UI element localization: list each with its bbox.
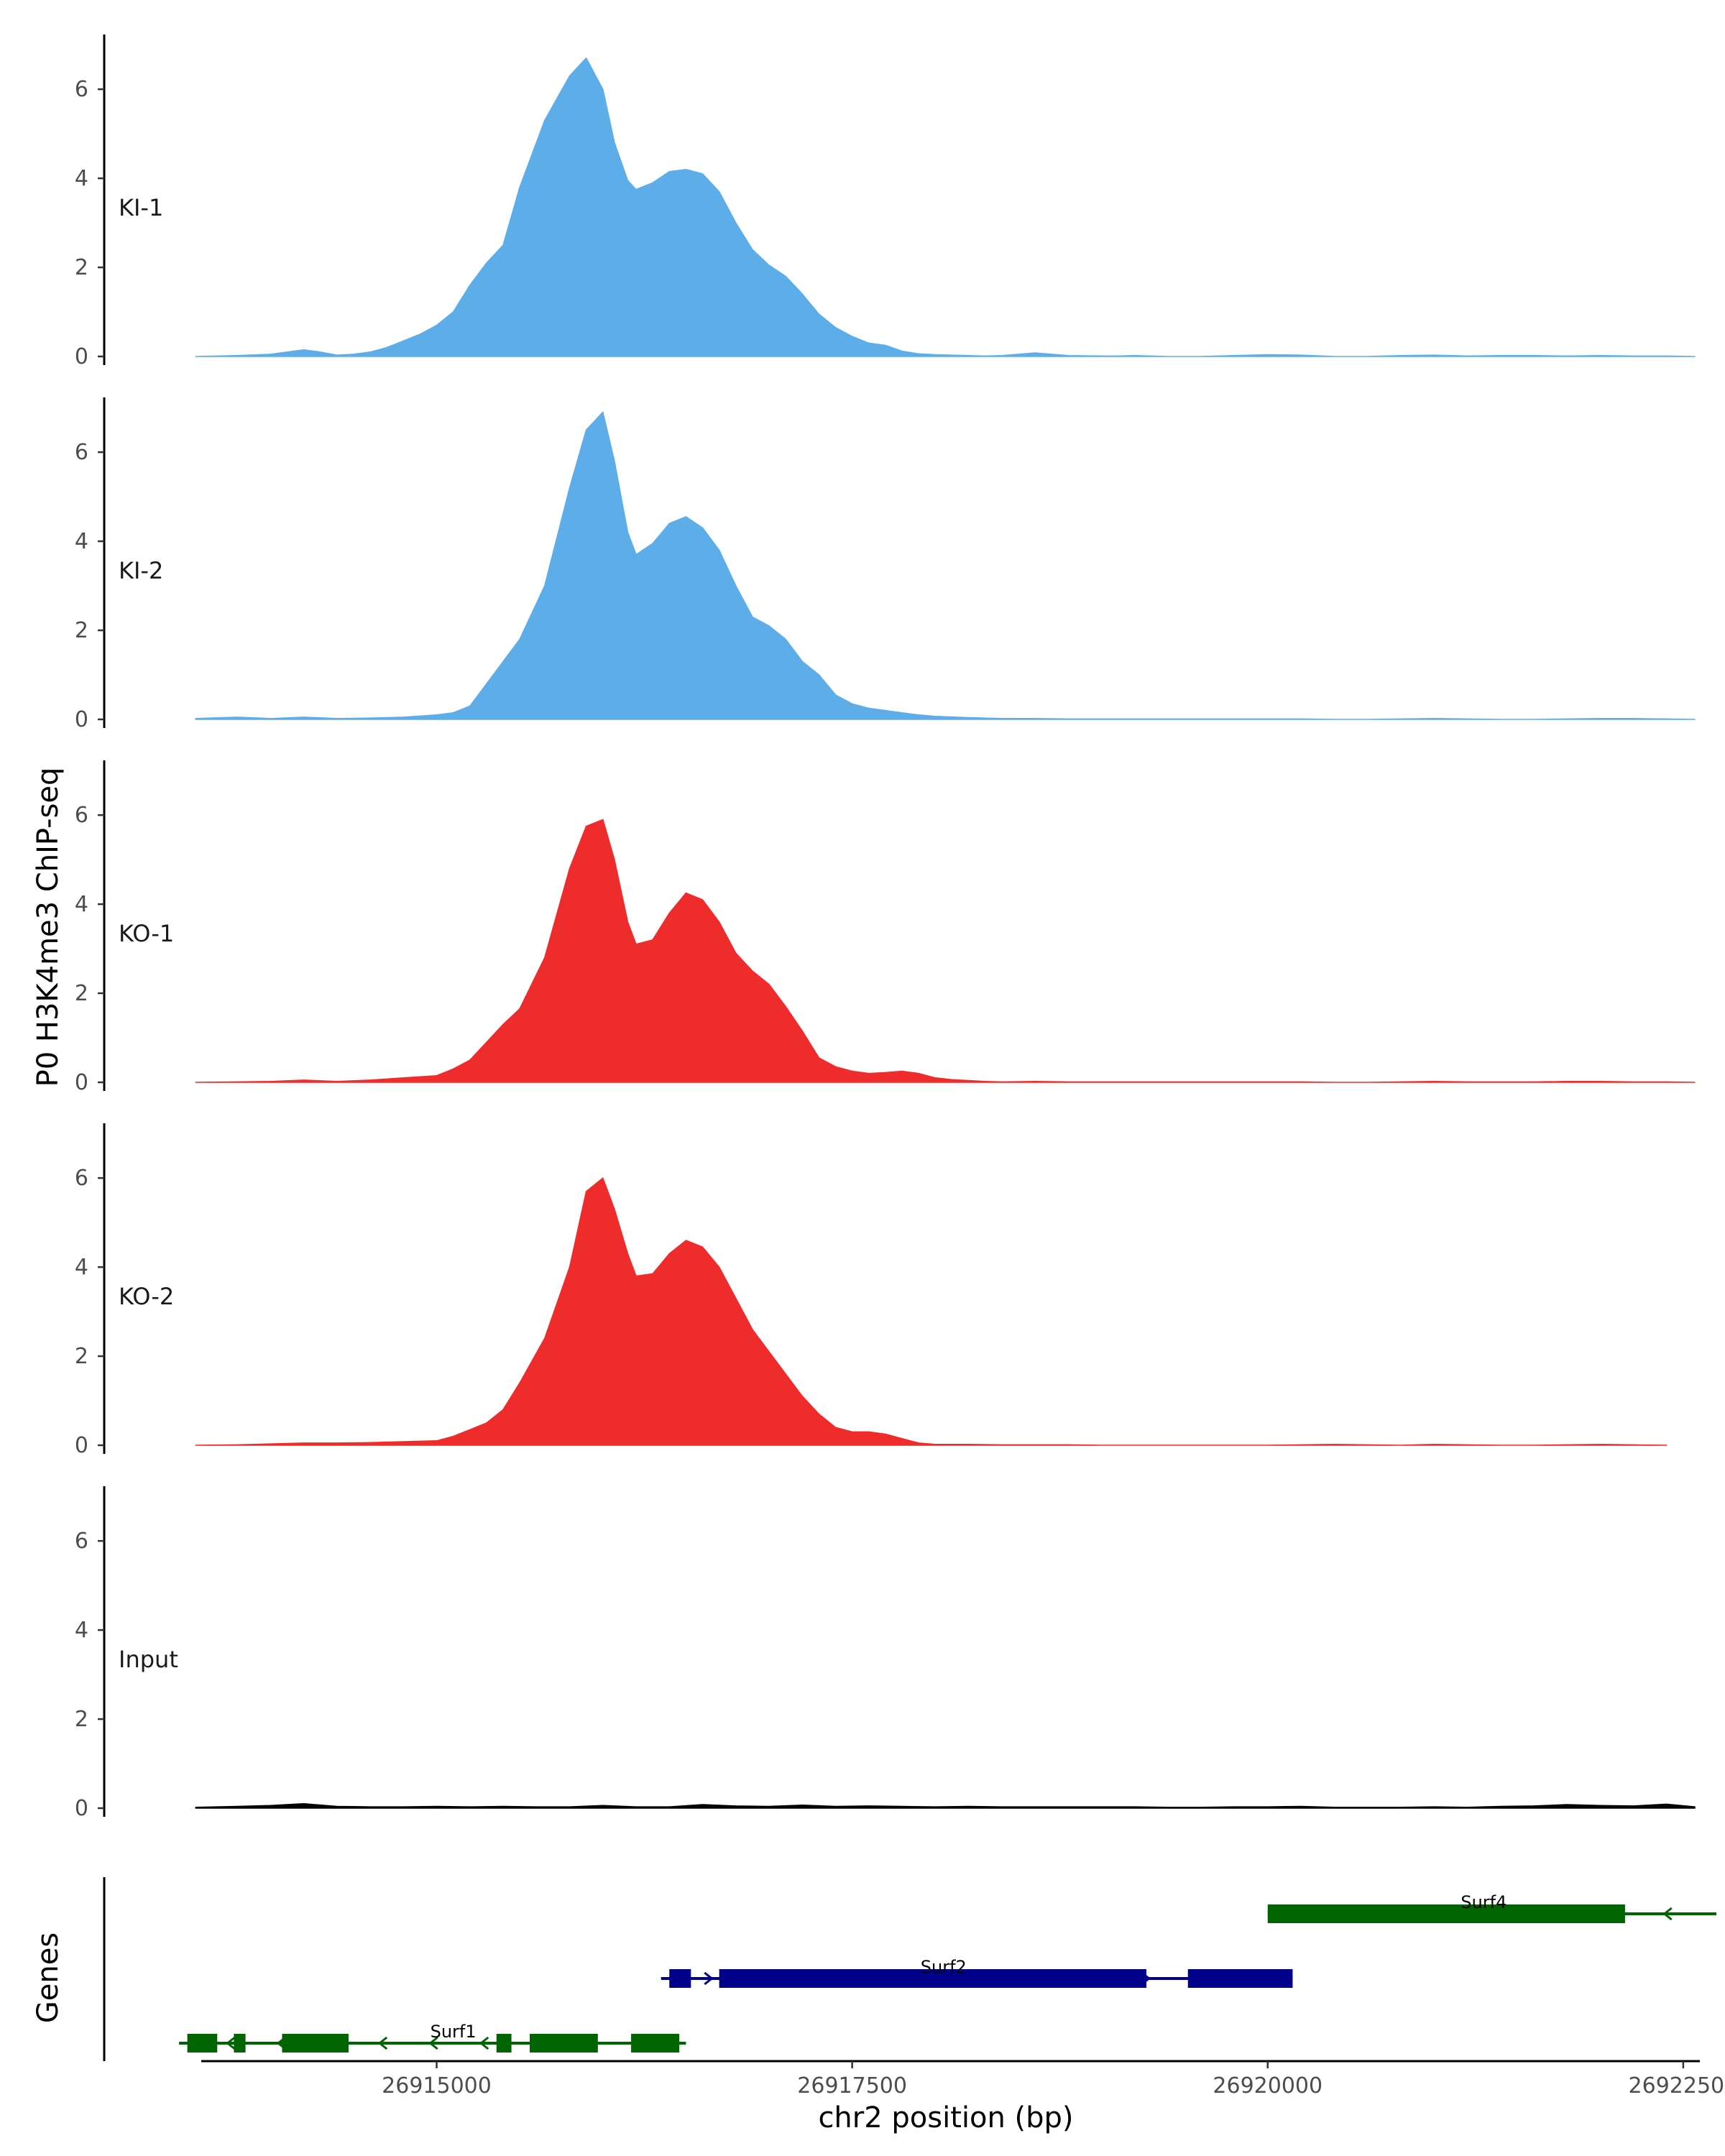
x-tick-label: 26917500 <box>797 2073 907 2099</box>
track-label: KI-1 <box>119 194 163 221</box>
gene-exon <box>1267 1904 1625 1923</box>
y-tick-label: 4 <box>75 529 88 554</box>
strand-arrow <box>1238 1971 1248 1986</box>
track-label: KO-2 <box>119 1283 174 1310</box>
strand-arrow <box>801 1971 811 1986</box>
gene-exon <box>530 2034 598 2053</box>
genes-layer: Surf4 Surf2 Surf1 <box>103 1877 1717 2061</box>
track-ko-1: 0 2 4 6 KO-1 <box>75 760 1696 1095</box>
y-tick-label: 0 <box>75 707 88 732</box>
y-tick-label: 4 <box>75 892 88 917</box>
strand-arrow <box>1092 1971 1103 1986</box>
gene-surf4: Surf4 <box>1267 1892 1717 1923</box>
strand-arrow <box>479 2036 489 2050</box>
track-label: Input <box>119 1646 178 1673</box>
gene-label: Surf1 <box>431 2022 477 2042</box>
strand-arrow <box>1413 1907 1423 1921</box>
y-tick-label: 4 <box>75 1618 88 1643</box>
y-tick-label: 4 <box>75 1255 88 1280</box>
strand-arrow <box>580 2036 591 2050</box>
strand-arrow <box>1563 1907 1573 1921</box>
y-tick-label: 2 <box>75 1707 88 1732</box>
strand-arrow <box>850 1971 860 1986</box>
strand-arrow <box>1190 1971 1200 1986</box>
gene-exon <box>496 2034 512 2053</box>
y-tick-label: 0 <box>75 344 88 369</box>
x-tick-label: 26920000 <box>1213 2073 1322 2099</box>
strand-arrow <box>530 2036 540 2050</box>
strand-arrow <box>428 2036 438 2050</box>
signal-area <box>195 1803 1696 1809</box>
track-ki-2: 0 2 4 6 KI-2 <box>75 397 1696 732</box>
strand-arrow <box>226 2036 236 2050</box>
strand-arrow <box>1313 1907 1324 1921</box>
track-label: KI-2 <box>119 557 163 584</box>
strand-arrow <box>898 1971 908 1986</box>
track-label: KO-1 <box>119 920 174 947</box>
gene-exon <box>631 2034 680 2053</box>
signal-area <box>195 819 1696 1083</box>
strand-arrow <box>704 1971 714 1986</box>
y-tick-label: 4 <box>75 166 88 191</box>
gene-surf1: Surf1 <box>179 2022 686 2053</box>
gene-exon <box>234 2034 246 2053</box>
strand-arrow <box>1141 1971 1151 1986</box>
strand-arrow <box>1612 1907 1623 1921</box>
strand-arrow <box>377 2036 388 2050</box>
y-tick-label: 2 <box>75 1344 88 1369</box>
gene-label: Surf2 <box>921 1957 967 1977</box>
strand-arrow <box>995 1971 1006 1986</box>
x-tick-label: 26915000 <box>382 2073 492 2099</box>
gene-exon <box>1187 1969 1293 1988</box>
signal-area <box>195 57 1696 357</box>
gene-surf2: Surf2 <box>661 1957 1293 1988</box>
x-tick-label: 26922500 <box>1629 2073 1725 2099</box>
strand-arrow <box>752 1971 763 1986</box>
track-ki-1: 0 2 4 6 KI-1 <box>75 34 1696 369</box>
tracks-layer: 0 2 4 6 KI-1 0 2 4 6 KI-2 0 2 4 6 KO-1 0 2 4 6 KO-2 0 2 4 6 Inpu… <box>75 34 1696 1821</box>
track-ko-2: 0 2 4 6 KO-2 <box>75 1123 1668 1458</box>
gene-exon <box>187 2034 218 2053</box>
y-tick-label: 6 <box>75 1529 88 1554</box>
strand-arrow <box>1463 1907 1473 1921</box>
strand-arrow <box>1044 1971 1054 1986</box>
y-tick-label: 0 <box>75 1433 88 1458</box>
y-axis-title: P0 H3K4me3 ChIP-seq <box>32 768 65 1087</box>
y-tick-label: 6 <box>75 77 88 102</box>
x-axis-title: chr2 position (bp) <box>818 2101 1073 2134</box>
gene-exon <box>719 1969 1146 1988</box>
gene-label: Surf4 <box>1460 1892 1506 1912</box>
y-tick-label: 2 <box>75 981 88 1006</box>
signal-area <box>195 411 1696 720</box>
gene-exon <box>669 1969 691 1988</box>
strand-arrow <box>1363 1907 1374 1921</box>
strand-arrow <box>327 2036 337 2050</box>
y-tick-label: 0 <box>75 1070 88 1095</box>
strand-arrow <box>1513 1907 1523 1921</box>
strand-arrow <box>1662 1907 1673 1921</box>
track-input: 0 2 4 6 Input <box>75 1486 1696 1821</box>
strand-arrow <box>947 1971 957 1986</box>
y-tick-label: 6 <box>75 1166 88 1191</box>
genes-axis-title: Genes <box>32 1932 65 2023</box>
y-tick-label: 2 <box>75 255 88 280</box>
strand-arrow <box>631 2036 641 2050</box>
gene-exon <box>282 2034 349 2053</box>
y-tick-label: 2 <box>75 618 88 643</box>
y-tick-label: 6 <box>75 440 88 465</box>
signal-area <box>195 1177 1668 1446</box>
strand-arrow <box>276 2036 287 2050</box>
y-tick-label: 6 <box>75 803 88 828</box>
x-axis: 26915000 26917500 26920000 26922500 <box>201 2060 1725 2099</box>
y-tick-label: 0 <box>75 1796 88 1821</box>
